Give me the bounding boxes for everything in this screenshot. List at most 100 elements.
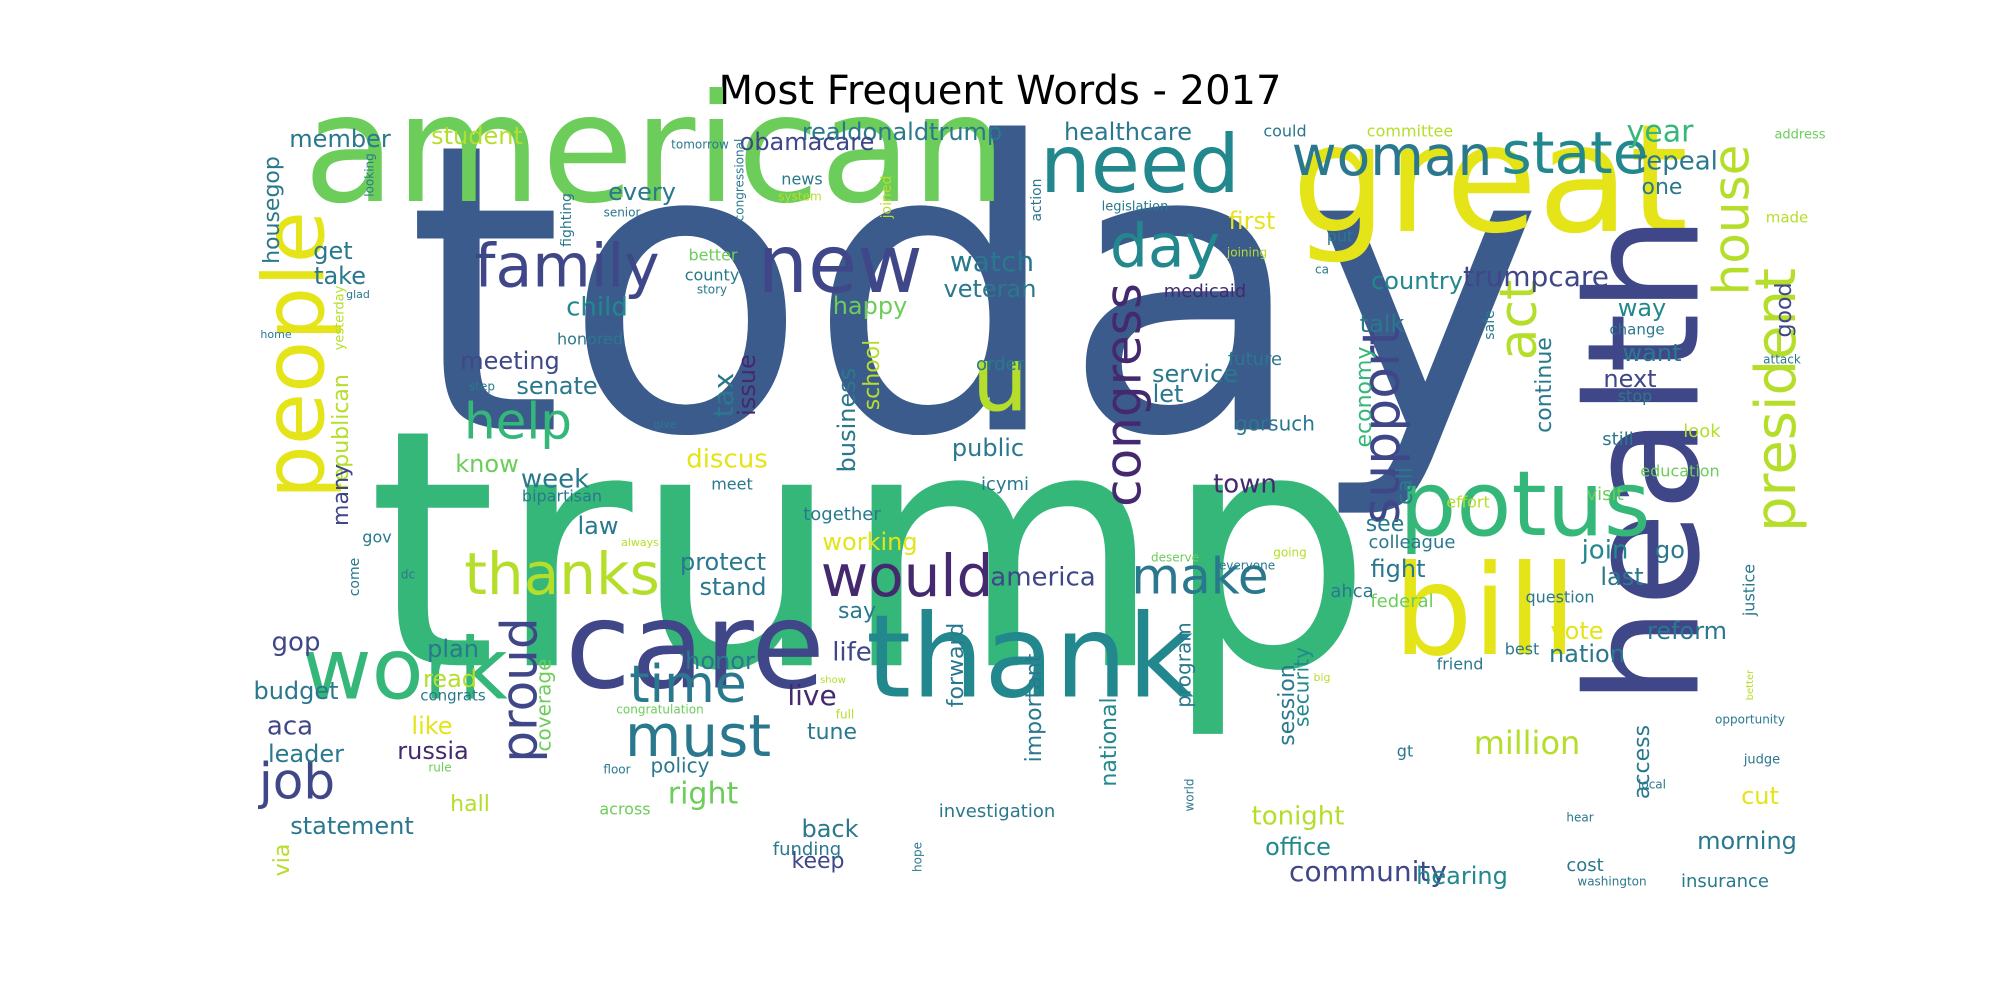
word-rule: rule [428, 761, 451, 775]
word-thanks: thanks [464, 540, 660, 608]
word-one: one [1642, 175, 1683, 200]
word-glad: glad [346, 288, 370, 301]
word-new: new [757, 218, 922, 311]
word-keep: keep [792, 849, 845, 874]
word-america: america [990, 563, 1095, 593]
word-last: last [1600, 563, 1643, 591]
word-back: back [801, 815, 858, 843]
word-gt: gt [1397, 742, 1413, 761]
word-health: health [1553, 215, 1734, 706]
word-made: made [1766, 209, 1809, 227]
word-world: world [1183, 778, 1197, 811]
word-every: every [608, 178, 676, 206]
word-give: give [653, 418, 677, 431]
word-law: law [577, 512, 618, 540]
word-visit: visit [1586, 484, 1623, 505]
word-way: way [1618, 294, 1667, 322]
word-story: story [697, 283, 727, 297]
word-honored: honored [557, 330, 623, 349]
word-healthcare: healthcare [1064, 118, 1192, 146]
word-like: like [411, 712, 452, 740]
word-address: address [1774, 128, 1825, 143]
word-icymi: icymi [981, 474, 1029, 495]
word-ca: ca [1315, 263, 1329, 277]
word-business: business [833, 368, 861, 473]
word-medicaid: medicaid [1164, 281, 1246, 302]
word-together: together [803, 504, 881, 525]
word-vote: vote [1550, 617, 1603, 645]
word-proud: proud [491, 617, 549, 762]
word-today: today [406, 59, 1543, 524]
word-thank: thank [866, 591, 1194, 725]
word-realdonaldtrump: realdonaldtrump [802, 118, 1002, 146]
word-join: join [1581, 536, 1629, 566]
word-help: help [464, 393, 572, 451]
word-plan: plan [427, 635, 479, 663]
word-home: home [260, 328, 291, 341]
word-could: could [1263, 122, 1306, 141]
word-county: county [685, 266, 740, 285]
word-congratulation: congratulation [616, 703, 703, 717]
word-work: work [302, 620, 508, 719]
word-leader: leader [268, 740, 344, 768]
word-bipartisan: bipartisan [522, 487, 602, 506]
word-life: life [832, 638, 872, 668]
word-joined: joined [879, 176, 895, 220]
word-local: local [1638, 778, 1666, 792]
word-take: take [314, 262, 366, 290]
word-going: going [1273, 546, 1307, 560]
word-discus: discus [686, 445, 768, 475]
word-looking: looking [363, 153, 377, 197]
word-act: act [1489, 280, 1549, 361]
word-know: know [455, 450, 518, 478]
word-trumpcare: trumpcare [1463, 260, 1609, 293]
word-economy: economy [1352, 347, 1377, 448]
word-public: public [952, 434, 1024, 462]
word-state: state [1502, 119, 1649, 187]
word-congrats: congrats [420, 687, 486, 705]
word-community: community [1289, 855, 1447, 888]
word-tomorrow: tomorrow [671, 138, 729, 152]
word-always: always [621, 536, 659, 549]
word-first: first [1229, 207, 1276, 235]
word-aca: aca [267, 712, 313, 742]
word-better: better [689, 246, 738, 265]
word-gorsuch: gorsuch [1235, 412, 1315, 436]
word-come: come [347, 558, 363, 597]
word-nation: nation [1549, 640, 1625, 668]
word-deserve: deserve [1151, 551, 1199, 565]
word-national: national [1097, 697, 1122, 786]
word-happy: happy [833, 292, 908, 320]
word-coverage: coverage [532, 659, 556, 752]
word-veteran: veteran [944, 275, 1037, 303]
word-obamacare: obamacare [740, 128, 875, 156]
word-woman: woman [1292, 124, 1493, 188]
word-action: action [1029, 178, 1045, 221]
word-fight: fight [1371, 555, 1426, 583]
word-tune: tune [807, 720, 857, 745]
word-justice: justice [1740, 564, 1759, 617]
word-many: many [329, 464, 354, 526]
word-day: day [1110, 212, 1220, 282]
word-senior: senior [604, 206, 641, 220]
word-country: country [1371, 267, 1463, 295]
word-senate: senate [516, 372, 597, 400]
word-student: student [431, 122, 523, 150]
word-get: get [313, 237, 352, 265]
word-time: time [629, 655, 746, 715]
word-would: would [821, 542, 994, 610]
word-call: call [1393, 467, 1418, 505]
word-important: important [1022, 653, 1047, 762]
word-working: working [822, 528, 917, 556]
word-hall: hall [450, 792, 490, 817]
word-honor: honor [685, 647, 755, 675]
word-family: family [474, 232, 659, 302]
word-show: show [820, 675, 846, 686]
word-million: million [1474, 724, 1581, 762]
word-news: news [781, 170, 822, 189]
word-live: live [787, 679, 836, 712]
word-next: next [1603, 365, 1656, 393]
word-watch: watch [950, 245, 1034, 278]
word-stop: stop [1618, 387, 1653, 406]
